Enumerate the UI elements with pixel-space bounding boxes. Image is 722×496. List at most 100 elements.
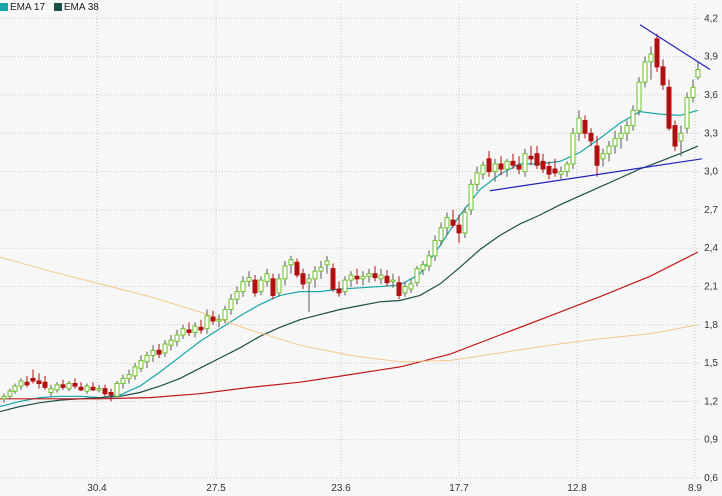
candle-up (576, 110, 582, 141)
candle-body (60, 384, 66, 388)
candle-up (690, 79, 696, 103)
candle-body (108, 391, 114, 396)
y-tick-label: 2,1 (704, 281, 718, 292)
candle-body (204, 315, 210, 330)
legend-swatch-ema38 (53, 3, 62, 11)
candle-body (324, 260, 330, 266)
candle-body (624, 125, 630, 134)
candle-body (246, 277, 252, 282)
candle-body (498, 163, 504, 170)
candle-body (1, 395, 7, 400)
candle-body (612, 137, 618, 147)
candle-body (12, 385, 18, 392)
x-tick-label: 17.7 (449, 483, 469, 494)
candle-down (90, 382, 96, 392)
candle-body (114, 383, 120, 397)
candle-up (228, 294, 234, 315)
candle-up (234, 286, 240, 305)
candle-up (432, 235, 438, 261)
trendline (489, 158, 703, 192)
candle-body (288, 259, 294, 266)
candle-body (156, 349, 162, 355)
candle-down (672, 120, 678, 152)
candle-up (402, 281, 408, 297)
candle-body (516, 164, 522, 170)
candle-down (486, 151, 492, 177)
candles (1, 33, 701, 403)
candle-body (522, 153, 528, 173)
candle-up (222, 305, 228, 324)
candle-down (582, 115, 588, 139)
candle-down (72, 378, 78, 389)
candle-body (312, 270, 318, 280)
candle-body (564, 163, 570, 173)
y-tick-label: 1,5 (704, 358, 718, 369)
candle-body (576, 117, 582, 134)
grid (0, 4, 700, 479)
candle-down (498, 156, 504, 176)
candle-down (36, 373, 42, 389)
candle-body (318, 266, 324, 272)
x-tick-label: 30.4 (87, 483, 107, 494)
candle-down (30, 369, 36, 384)
candle-body (222, 308, 228, 321)
candle-body (384, 275, 390, 284)
candle-body (504, 160, 510, 170)
candle-up (7, 388, 13, 399)
candle-body (180, 328, 186, 336)
candle-body (426, 255, 432, 267)
candle-body (695, 68, 701, 78)
candle-body (594, 145, 600, 166)
candle-down (108, 388, 114, 402)
candle-body (600, 153, 606, 160)
candle-up (282, 260, 288, 286)
candle-up (624, 120, 630, 141)
candle-down (186, 322, 192, 337)
candle-body (558, 171, 564, 175)
candle-up (408, 278, 414, 293)
candle-body (468, 183, 474, 211)
candle-body (390, 279, 396, 283)
candle-up (492, 158, 498, 182)
candle-up (504, 158, 510, 177)
candle-body (354, 275, 360, 280)
candle-down (456, 214, 462, 244)
candle-body (36, 380, 42, 385)
candle-body (270, 278, 276, 296)
candle-up (96, 384, 102, 393)
candle-down (510, 153, 516, 170)
candle-down (528, 146, 534, 166)
candle-body (360, 275, 366, 280)
candle-down (654, 33, 660, 73)
candle-body (342, 279, 348, 293)
candle-up (390, 273, 396, 288)
candle-body (240, 280, 246, 293)
ma-orange-line (0, 256, 699, 363)
candle-up (444, 212, 450, 236)
candle-body (264, 273, 270, 282)
candle-down (330, 263, 336, 292)
candle-down (396, 276, 402, 300)
candle-up (162, 340, 168, 357)
x-tick-label: 23.6 (331, 483, 351, 494)
candle-body (666, 86, 672, 129)
candle-body (90, 386, 96, 391)
candle-up (642, 56, 648, 88)
candle-body (684, 97, 690, 129)
candle-body (336, 288, 342, 294)
candle-body (228, 298, 234, 310)
candle-body (168, 339, 174, 346)
candle-up (522, 148, 528, 177)
candle-up (216, 314, 222, 328)
candle-up (360, 271, 366, 286)
ma-red-line (0, 251, 699, 400)
candle-body (414, 268, 420, 284)
candle-body (162, 343, 168, 354)
candle-down (354, 268, 360, 284)
trendlines (489, 24, 711, 192)
candle-down (210, 310, 216, 325)
candle-body (420, 264, 426, 271)
candle-up (288, 255, 294, 274)
candle-down (516, 156, 522, 175)
y-tick-label: 0,9 (704, 435, 718, 446)
